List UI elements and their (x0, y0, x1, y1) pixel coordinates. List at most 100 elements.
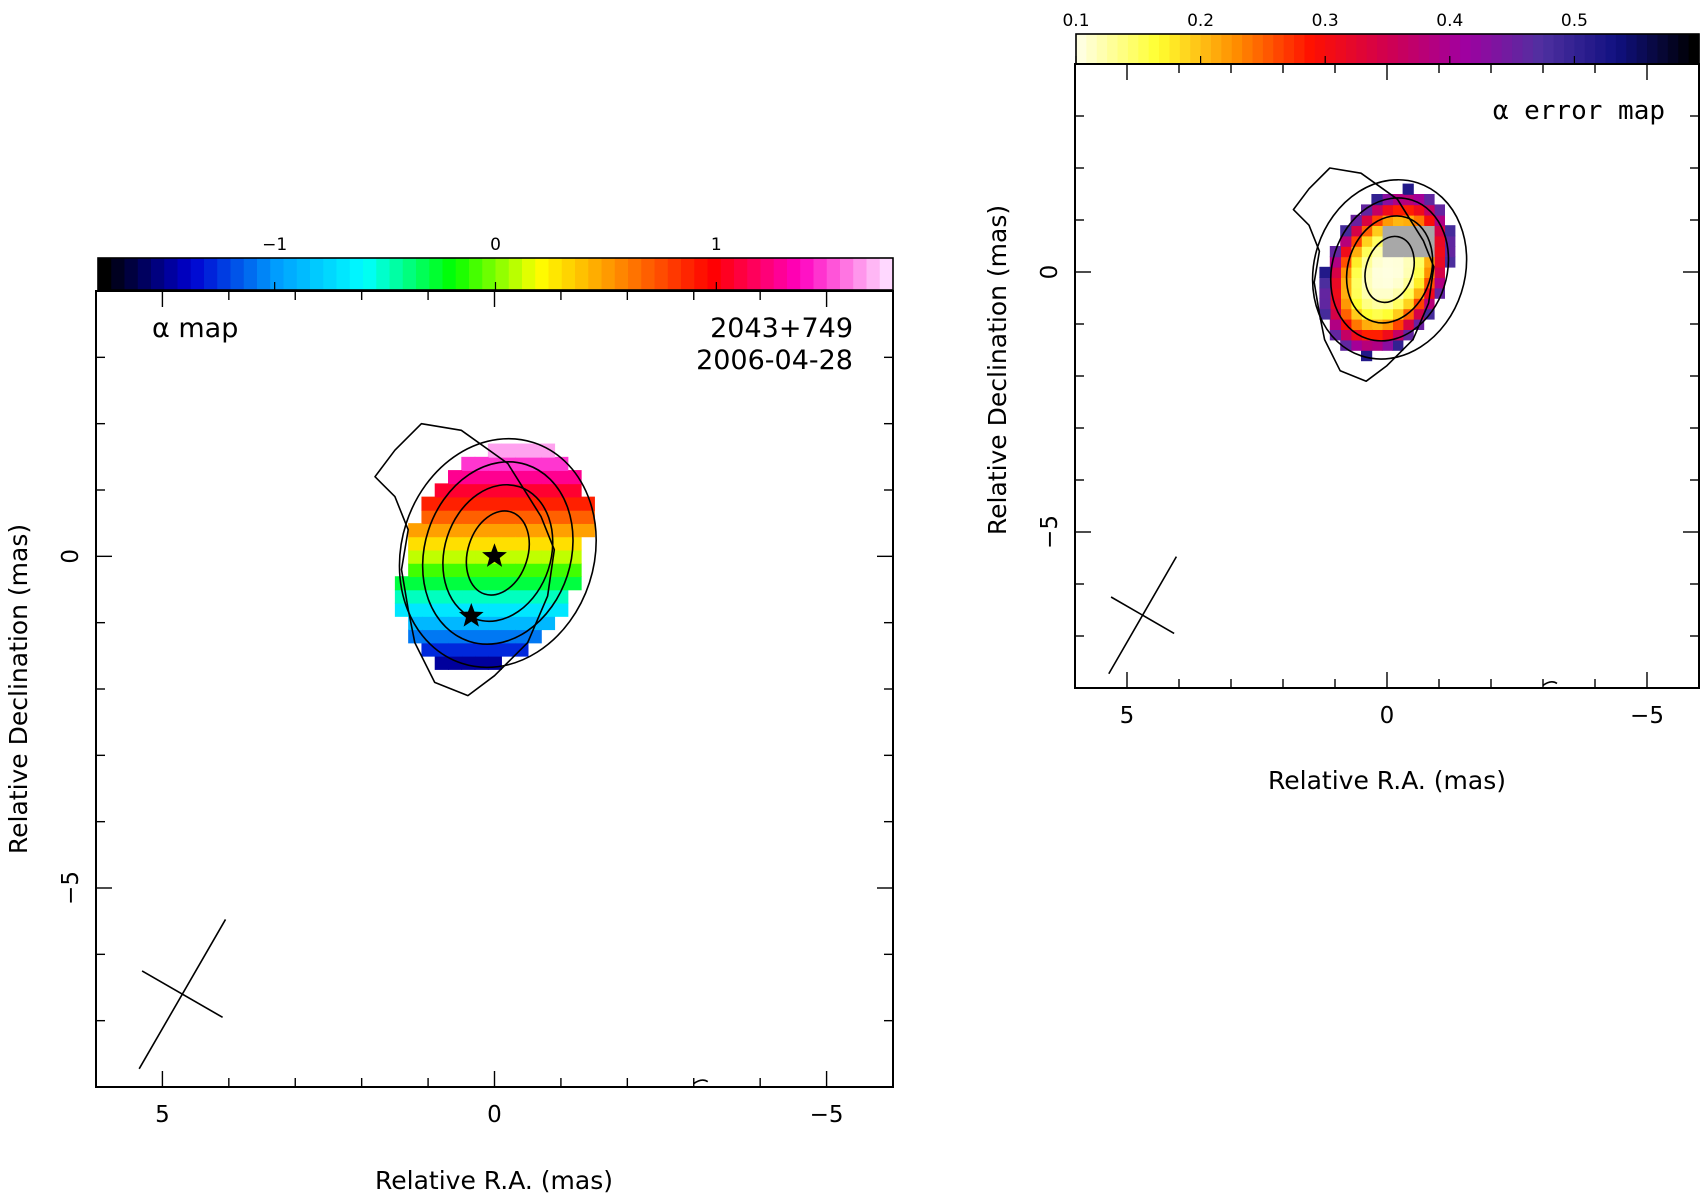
colorbar-segment (349, 258, 364, 290)
alpha-map-xlabel: Relative R.A. (mas) (375, 1166, 613, 1195)
map-pixel (487, 443, 502, 458)
colorbar-segment (1356, 34, 1368, 64)
map-pixel (580, 523, 595, 538)
map-pixel (554, 509, 569, 524)
colorbar-segment (734, 258, 748, 290)
beam-minor-axis (1110, 596, 1175, 635)
map-pixel (1381, 318, 1393, 330)
map-pixel (461, 589, 476, 604)
colorbar-segment (1449, 34, 1461, 64)
colorbar-segment (1605, 34, 1617, 64)
colorbar-segment (1325, 34, 1337, 64)
error-colorbar (1075, 33, 1700, 65)
map-pixel (1381, 235, 1393, 247)
y-tick-label: 0 (58, 549, 84, 564)
map-pixel (448, 562, 463, 578)
map-pixel (540, 536, 556, 551)
map-pixel (1350, 298, 1362, 310)
map-pixel (394, 576, 409, 591)
colorbar-segment (1314, 34, 1326, 64)
map-pixel (1381, 287, 1393, 299)
map-pixel (540, 456, 556, 471)
map-pixel (1371, 256, 1383, 268)
star-marker (458, 603, 484, 627)
map-pixel (1350, 246, 1362, 258)
map-pixel (1423, 214, 1435, 226)
colorbar-segment (800, 258, 815, 290)
map-pixel (540, 496, 556, 511)
colorbar-segment (137, 258, 152, 290)
colorbar-segment (98, 258, 112, 290)
x-tick-label: 5 (1120, 703, 1135, 729)
colorbar-segment (628, 258, 642, 290)
map-pixel (421, 496, 436, 511)
colorbar-segment (614, 258, 629, 290)
map-pixel (1433, 235, 1445, 247)
map-pixel (554, 576, 569, 591)
map-pixel (448, 602, 463, 617)
map-pixel (1340, 339, 1352, 351)
colorbar-tick-label: 0.2 (1187, 11, 1214, 31)
map-pixel (501, 483, 516, 498)
map-pixel (408, 549, 423, 564)
map-pixel (1371, 298, 1383, 310)
small-contour (1542, 681, 1558, 687)
map-pixel (461, 523, 476, 538)
map-pixel (434, 602, 449, 617)
map-pixel (487, 509, 502, 524)
map-pixel (1350, 329, 1362, 341)
map-pixel (408, 576, 423, 591)
alpha-map-stars (458, 543, 507, 627)
colorbar-segment (747, 258, 762, 290)
map-pixel (1433, 266, 1445, 278)
map-pixel (474, 470, 489, 485)
colorbar-segment (124, 258, 139, 290)
contour-line (1329, 197, 1450, 342)
y-tick-label: −5 (58, 871, 84, 905)
colorbar-segment (667, 258, 682, 290)
map-pixel (474, 456, 489, 471)
map-pixel (1444, 256, 1456, 268)
map-pixel (408, 589, 423, 604)
map-pixel (1361, 339, 1373, 351)
map-pixel (474, 536, 489, 551)
map-pixel (1319, 277, 1331, 289)
map-pixel (1371, 318, 1383, 330)
map-pixel (1423, 246, 1435, 258)
map-pixel (501, 509, 516, 524)
colorbar-segment (296, 258, 311, 290)
map-pixel (1402, 329, 1414, 341)
map-pixel (1392, 204, 1404, 216)
map-pixel (1350, 277, 1362, 289)
map-pixel (501, 536, 516, 551)
y-tick-label: −5 (1037, 515, 1063, 549)
colorbar-segment (773, 258, 788, 290)
colorbar-segment (1262, 34, 1274, 64)
map-pixel (421, 562, 436, 578)
map-pixel (1340, 246, 1352, 258)
map-pixel (1319, 298, 1331, 310)
colorbar-segment (442, 258, 457, 290)
colorbar-segment (1377, 34, 1389, 64)
colorbar-tick-label: 0.5 (1561, 11, 1588, 31)
colorbar-segment (243, 258, 258, 290)
map-pixel (461, 509, 476, 524)
map-pixel (1340, 298, 1352, 310)
map-pixel (567, 523, 582, 538)
map-pixel (1381, 204, 1393, 216)
map-pixel (567, 562, 582, 578)
map-pixel (448, 616, 463, 631)
map-pixel (1402, 183, 1414, 195)
x-tick-label: 0 (1380, 703, 1395, 729)
alpha-map-ylabel: Relative Declination (mas) (4, 524, 33, 854)
map-pixel (501, 443, 516, 458)
map-pixel (1361, 266, 1373, 278)
map-pixel (434, 642, 449, 657)
colorbar-segment (1584, 34, 1596, 64)
colorbar-segment (1221, 34, 1233, 64)
error-map-tick-labels: 5 0 −5 0 −5 (1037, 265, 1664, 729)
colorbar-segment (389, 258, 404, 290)
colorbar-segment (1636, 34, 1648, 64)
map-pixel (448, 576, 463, 591)
map-pixel (1350, 256, 1362, 268)
